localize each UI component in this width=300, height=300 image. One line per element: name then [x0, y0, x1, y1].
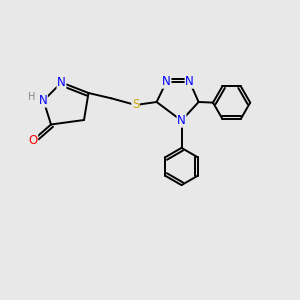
- Text: H: H: [28, 92, 36, 103]
- Text: N: N: [177, 114, 186, 127]
- Text: O: O: [28, 134, 38, 147]
- Text: N: N: [185, 75, 194, 88]
- Text: N: N: [38, 94, 47, 107]
- Text: N: N: [57, 76, 66, 89]
- Text: S: S: [132, 98, 139, 112]
- Text: N: N: [162, 75, 171, 88]
